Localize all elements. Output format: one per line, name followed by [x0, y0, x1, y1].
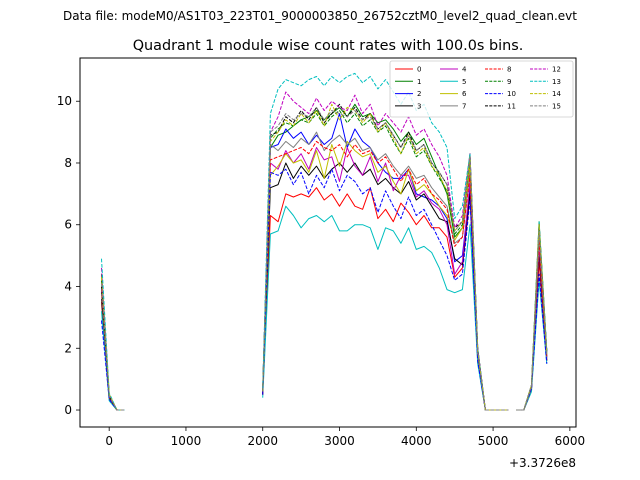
legend-label-9: 9 — [507, 78, 511, 86]
x-tick-label: 3000 — [324, 434, 355, 448]
x-tick-label: 2000 — [247, 434, 278, 448]
legend-label-7: 7 — [462, 102, 466, 110]
series-line-3 — [262, 162, 509, 411]
series-line-15 — [101, 283, 125, 411]
series-line-6 — [262, 140, 509, 411]
y-tick-label: 8 — [64, 156, 72, 170]
x-tick-label: 0 — [105, 434, 113, 448]
legend-label-0: 0 — [417, 66, 421, 74]
legend-label-2: 2 — [417, 90, 421, 98]
series-line-8 — [262, 140, 509, 411]
x-tick-label: 5000 — [478, 434, 509, 448]
series-line-10 — [262, 168, 509, 411]
legend-box — [389, 60, 574, 118]
series-lines — [101, 72, 548, 411]
legend-label-1: 1 — [417, 78, 421, 86]
legend-label-6: 6 — [462, 90, 467, 98]
y-tick-label: 4 — [64, 280, 72, 294]
y-tick-label: 10 — [57, 94, 72, 108]
legend-label-13: 13 — [552, 78, 561, 86]
series-line-4 — [262, 147, 509, 411]
legend-label-3: 3 — [417, 102, 421, 110]
series-line-15 — [262, 106, 509, 411]
legend-label-5: 5 — [462, 78, 466, 86]
chart-title: Quadrant 1 module wise count rates with … — [133, 38, 524, 54]
x-tick-label: 4000 — [401, 434, 432, 448]
legend-label-12: 12 — [552, 66, 561, 74]
series-line-13 — [262, 72, 509, 411]
series-line-5 — [262, 205, 509, 411]
x-offset-label: +3.3726e8 — [509, 456, 576, 470]
x-tick-label: 6000 — [555, 434, 586, 448]
legend-label-15: 15 — [552, 102, 561, 110]
y-tick-label: 0 — [64, 403, 72, 417]
series-line-10 — [516, 273, 548, 411]
plot-frame — [79, 57, 577, 428]
y-tick-label: 2 — [64, 341, 72, 355]
axis-ticks: 0 1000 2000 3000 4000 5000 6000 0 2 4 6 8 10 — [57, 94, 585, 448]
legend-label-10: 10 — [507, 90, 516, 98]
x-tick-label: 1000 — [171, 434, 202, 448]
legend-label-4: 4 — [462, 66, 467, 74]
legend-label-8: 8 — [507, 66, 511, 74]
legend-label-11: 11 — [507, 102, 516, 110]
legend-label-14: 14 — [552, 90, 561, 98]
y-tick-label: 6 — [64, 218, 72, 232]
chart-suptitle: Data file: modeM0/AS1T03_223T01_90000038… — [63, 9, 577, 23]
series-line-15 — [516, 230, 548, 411]
